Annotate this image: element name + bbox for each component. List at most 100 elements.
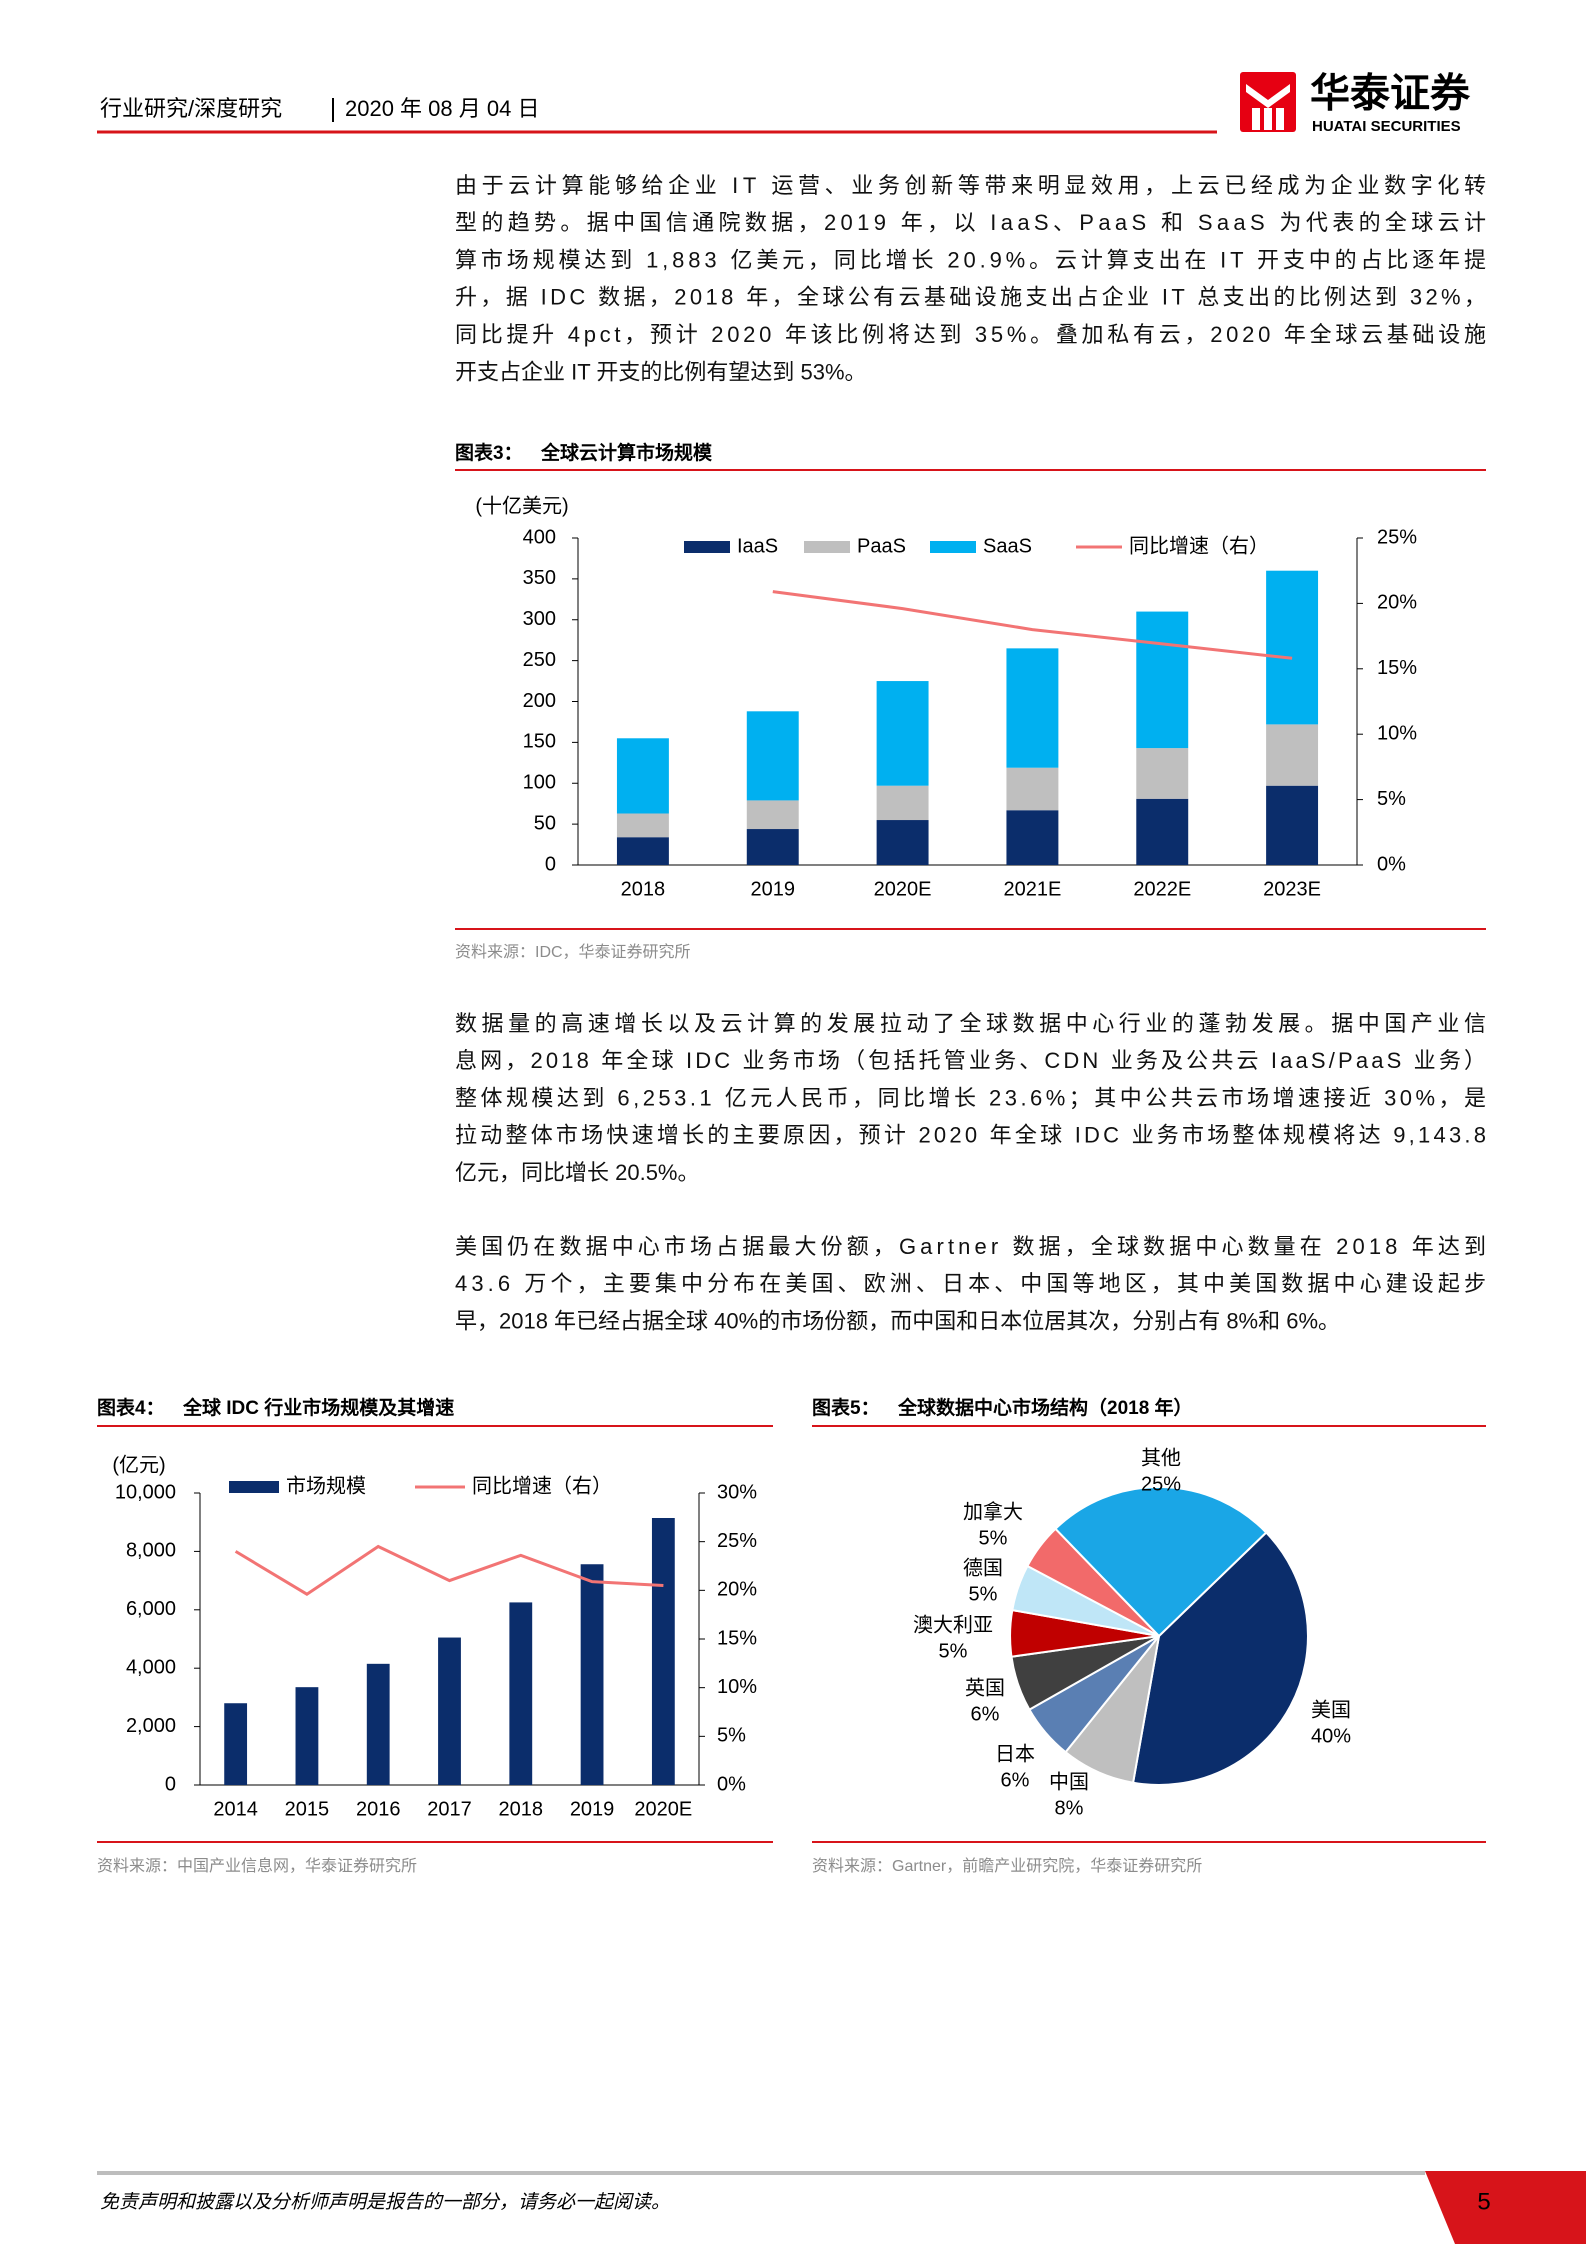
legend-label: 市场规模 (286, 1474, 366, 1497)
legend-swatch (229, 1481, 279, 1493)
y2-tick-label: 0% (717, 1773, 746, 1795)
y-tick-label: 350 (523, 567, 556, 589)
line-series (234, 1544, 664, 1596)
legend-swatch (930, 541, 976, 553)
bar (746, 711, 799, 801)
x-tick-label: 2020E (874, 878, 932, 900)
pie-category: 德国 (963, 1556, 1003, 1579)
bar (746, 800, 799, 830)
paragraph-line: 算市场规模达到 1,883 亿美元，同比增长 20.9%。云计算支出在 IT 开… (455, 247, 1486, 272)
y-tick-label: 4,000 (126, 1656, 176, 1678)
y-tick-label: 50 (534, 812, 556, 834)
pie-value-label: 6% (971, 1703, 1000, 1725)
pie-value-label: 8% (1055, 1797, 1084, 1819)
y-tick-label: 200 (523, 690, 556, 712)
bar (366, 1663, 390, 1785)
pie-category: 加拿大 (963, 1499, 1023, 1523)
y-tick-label: 150 (523, 731, 556, 753)
bar (295, 1687, 319, 1785)
paragraph-line: 由于云计算能够给企业 IT 运营、业务创新等带来明显效用，上云已经成为企业数字化… (455, 173, 1486, 198)
y-tick-label: 10,000 (115, 1481, 176, 1503)
pie-value-label: 5% (939, 1640, 968, 1662)
y-tick-label: 100 (523, 772, 556, 794)
x-tick-label: 2018 (621, 878, 666, 900)
footer-tab (1425, 2171, 1586, 2244)
pie-category: 英国 (965, 1676, 1005, 1699)
legend-label: SaaS (983, 535, 1032, 557)
y2-tick-label: 15% (1377, 657, 1417, 679)
y-tick-label: 300 (523, 608, 556, 630)
y2-tick-label: 20% (717, 1579, 757, 1601)
x-tick-label: 2017 (427, 1798, 472, 1820)
paragraph-line: 美国仍在数据中心市场占据最大份额，Gartner 数据，全球数据中心数量在 20… (455, 1234, 1486, 1259)
line-series (772, 590, 1293, 660)
bar (651, 1518, 675, 1785)
bar (580, 1564, 604, 1785)
paragraph-line: 拉动整体市场快速增长的主要原因，预计 2020 年全球 IDC 业务市场整体规模… (455, 1123, 1486, 1148)
pie-slice (1131, 1531, 1309, 1786)
bar (876, 681, 929, 786)
x-tick-label: 2022E (1133, 878, 1191, 900)
bar (1266, 570, 1319, 725)
bar (746, 829, 799, 865)
paragraph-line: 同比提升 4pct，预计 2020 年该比例将达到 35%。叠加私有云，2020… (455, 322, 1486, 347)
y-tick-label: 400 (523, 526, 556, 548)
figure-title: 全球云计算市场规模 (540, 441, 713, 464)
pie-value-label: 5% (969, 1583, 998, 1605)
pie-category: 美国 (1311, 1698, 1351, 1721)
header-section: 行业研究/深度研究 (100, 96, 282, 121)
bar (616, 813, 669, 838)
paragraph-line: 升，据 IDC 数据，2018 年，全球公有云基础设施支出占企业 IT 总支出的… (455, 285, 1486, 310)
bar (1006, 648, 1059, 768)
paragraph-line: 亿元，同比增长 20.5%。 (455, 1160, 700, 1185)
y-tick-label: 6,000 (126, 1598, 176, 1620)
pie-category: 其他 (1141, 1446, 1181, 1469)
y2-tick-label: 25% (1377, 526, 1417, 548)
page-number: 5 (1477, 2188, 1490, 2215)
x-tick-label: 2021E (1003, 878, 1061, 900)
figure-source: 资料来源：中国产业信息网，华泰证券研究所 (97, 1857, 417, 1875)
bar (1266, 785, 1319, 865)
bar (1006, 810, 1059, 865)
pie-value-label: 25% (1141, 1473, 1181, 1495)
figure-title: 全球数据中心市场结构（2018 年） (897, 1396, 1193, 1419)
legend-swatch (684, 541, 730, 553)
y-tick-label: 2,000 (126, 1715, 176, 1737)
x-tick-label: 2016 (356, 1798, 401, 1820)
x-tick-label: 2023E (1263, 878, 1321, 900)
y2-tick-label: 0% (1377, 853, 1406, 875)
figure-source: 资料来源：IDC，华泰证券研究所 (455, 943, 691, 961)
pie-category: 日本 (995, 1742, 1035, 1765)
figure-source: 资料来源：Gartner，前瞻产业研究院，华泰证券研究所 (812, 1857, 1202, 1875)
x-tick-label: 2018 (499, 1798, 544, 1820)
pie-value-label: 40% (1311, 1725, 1351, 1747)
bar (616, 738, 669, 814)
y2-tick-label: 15% (717, 1627, 757, 1649)
footer-disclaimer: 免责声明和披露以及分析师声明是报告的一部分，请务必一起阅读。 (100, 2191, 670, 2213)
figure-label: 图表3： (455, 441, 523, 464)
logo-icon (1240, 72, 1296, 132)
figure-title: 全球 IDC 行业市场规模及其增速 (182, 1396, 454, 1419)
legend-swatch (804, 541, 850, 553)
y2-tick-label: 10% (1377, 722, 1417, 744)
y-tick-label: 250 (523, 649, 556, 671)
legend-label: PaaS (857, 535, 906, 557)
bar (876, 785, 929, 821)
pie-slice (1054, 1486, 1268, 1638)
legend-label: IaaS (737, 535, 778, 557)
y-tick-label: 0 (545, 853, 556, 875)
y2-tick-label: 5% (717, 1725, 746, 1747)
x-tick-label: 2020E (634, 1798, 692, 1820)
logo-cn: 华泰证券 (1310, 72, 1471, 116)
y-tick-label: 8,000 (126, 1540, 176, 1562)
figure-label: 图表4： (97, 1396, 165, 1419)
figure-label: 图表5： (812, 1396, 880, 1419)
x-tick-label: 2019 (570, 1798, 615, 1820)
paragraph-line: 型的趋势。据中国信通院数据，2019 年，以 IaaS、PaaS 和 SaaS … (455, 210, 1486, 235)
y-tick-label: 0 (165, 1773, 176, 1795)
y2-tick-label: 30% (717, 1481, 757, 1503)
y2-tick-label: 5% (1377, 788, 1406, 810)
y-unit: (十亿美元) (475, 494, 568, 517)
header-date: 2020 年 08 月 04 日 (345, 96, 539, 121)
